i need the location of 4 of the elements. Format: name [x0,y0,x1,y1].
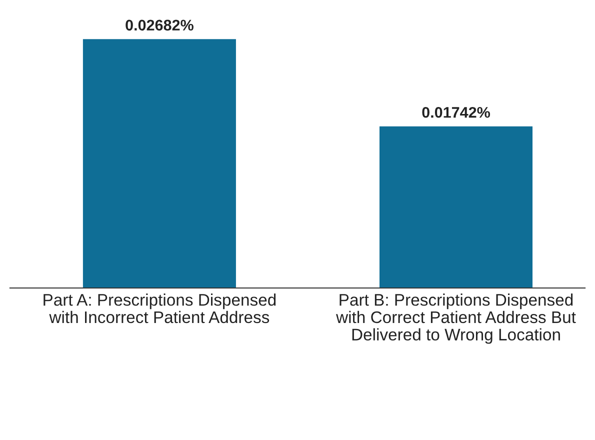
x-tick-label: Part A: Prescriptions Dispensed with Incorrect Patient Address [44,294,276,324]
x-tick-label: Part B: Prescriptions Dispensed with Correct Patient Address But Delivered to Wrong Location [336,294,576,344]
data-label: 0.01742% [422,106,490,118]
data-label: 0.02682% [126,20,194,31]
